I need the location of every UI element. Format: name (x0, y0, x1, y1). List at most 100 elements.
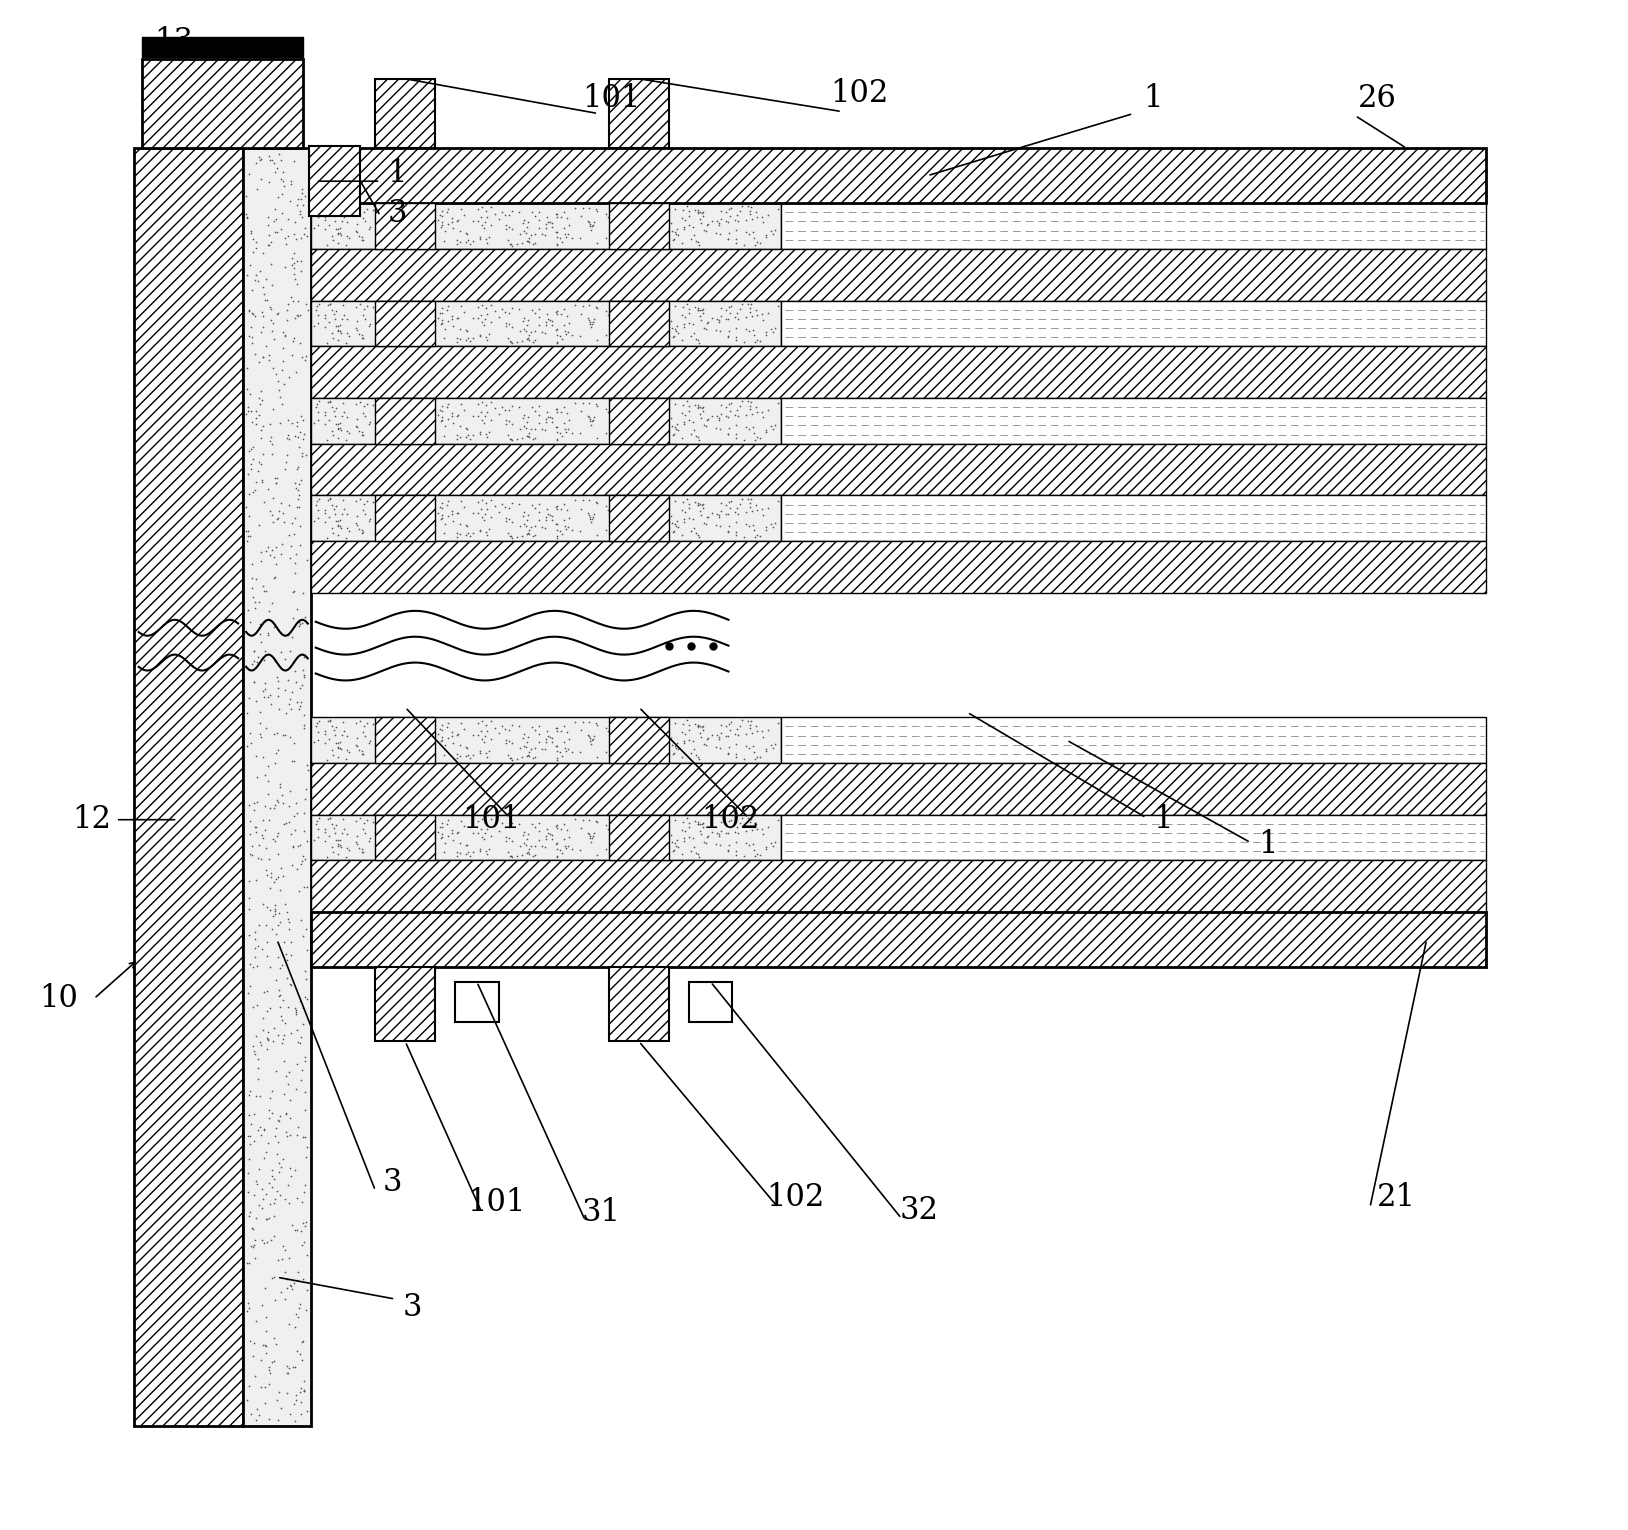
Point (457, 525, 484, 549)
Point (440, 721, 466, 745)
Point (256, 1170, 282, 1195)
Point (272, 323, 298, 347)
Point (249, 344, 275, 369)
Point (344, 197, 370, 222)
Point (269, 953, 295, 978)
Point (646, 197, 672, 222)
Point (742, 233, 768, 257)
Point (640, 831, 666, 855)
Point (405, 300, 431, 324)
Point (283, 360, 309, 384)
Point (252, 676, 278, 701)
Point (301, 828, 327, 852)
Point (739, 207, 765, 231)
Point (357, 410, 383, 435)
Point (332, 817, 358, 842)
Point (448, 197, 474, 222)
Point (650, 301, 676, 326)
Point (511, 415, 537, 439)
Point (252, 716, 278, 741)
Point (707, 213, 733, 237)
Point (265, 369, 291, 393)
Point (554, 721, 580, 745)
Text: 21: 21 (1377, 1183, 1416, 1213)
Point (633, 826, 659, 851)
Point (285, 1218, 311, 1242)
Point (249, 1177, 275, 1201)
Point (265, 696, 291, 721)
Point (498, 731, 524, 756)
Point (243, 591, 269, 615)
Point (498, 329, 524, 353)
Point (264, 737, 290, 762)
Point (723, 231, 749, 256)
Point (472, 210, 498, 234)
Point (251, 578, 277, 603)
Point (326, 216, 352, 240)
Point (272, 256, 298, 280)
Point (270, 812, 296, 837)
Point (291, 1230, 317, 1255)
Point (723, 398, 749, 422)
Point (370, 811, 396, 835)
Point (542, 513, 568, 537)
Point (624, 745, 650, 770)
Point (633, 728, 659, 753)
Point (744, 327, 770, 352)
Point (259, 1164, 285, 1189)
Point (477, 727, 503, 751)
Point (523, 231, 549, 256)
Point (415, 840, 441, 864)
Point (259, 148, 285, 173)
Point (327, 508, 353, 532)
Point (344, 220, 370, 245)
Point (400, 718, 427, 742)
Point (264, 363, 290, 387)
Point (523, 496, 549, 520)
Point (412, 831, 438, 855)
Point (246, 513, 272, 537)
Point (326, 231, 352, 256)
Point (262, 326, 288, 350)
Point (407, 393, 433, 418)
Point (640, 511, 666, 536)
Point (570, 488, 596, 513)
Point (747, 231, 773, 256)
Point (275, 407, 301, 431)
Point (464, 208, 490, 233)
Point (728, 713, 754, 737)
Point (741, 832, 767, 857)
Point (705, 210, 731, 234)
Point (669, 523, 695, 548)
Point (672, 402, 698, 427)
Point (425, 500, 451, 525)
Point (716, 197, 742, 222)
Point (440, 401, 466, 425)
Point (641, 496, 667, 520)
Point (495, 840, 521, 864)
Point (692, 829, 718, 854)
Point (260, 1190, 287, 1215)
Point (716, 832, 742, 857)
Point (291, 716, 317, 741)
Point (485, 721, 511, 745)
Point (313, 497, 339, 522)
Point (368, 525, 394, 549)
Point (361, 842, 387, 866)
Point (632, 300, 658, 324)
Point (614, 500, 640, 525)
Point (269, 1154, 295, 1178)
Point (596, 840, 622, 864)
Point (744, 719, 770, 744)
Point (562, 196, 588, 220)
Point (278, 1213, 304, 1238)
Point (238, 973, 264, 998)
Point (733, 722, 759, 747)
Point (519, 812, 545, 837)
Bar (142, 58, 303, 148)
Point (373, 710, 399, 734)
Point (614, 819, 640, 843)
Point (407, 295, 433, 320)
Point (275, 623, 301, 647)
Point (759, 733, 785, 757)
